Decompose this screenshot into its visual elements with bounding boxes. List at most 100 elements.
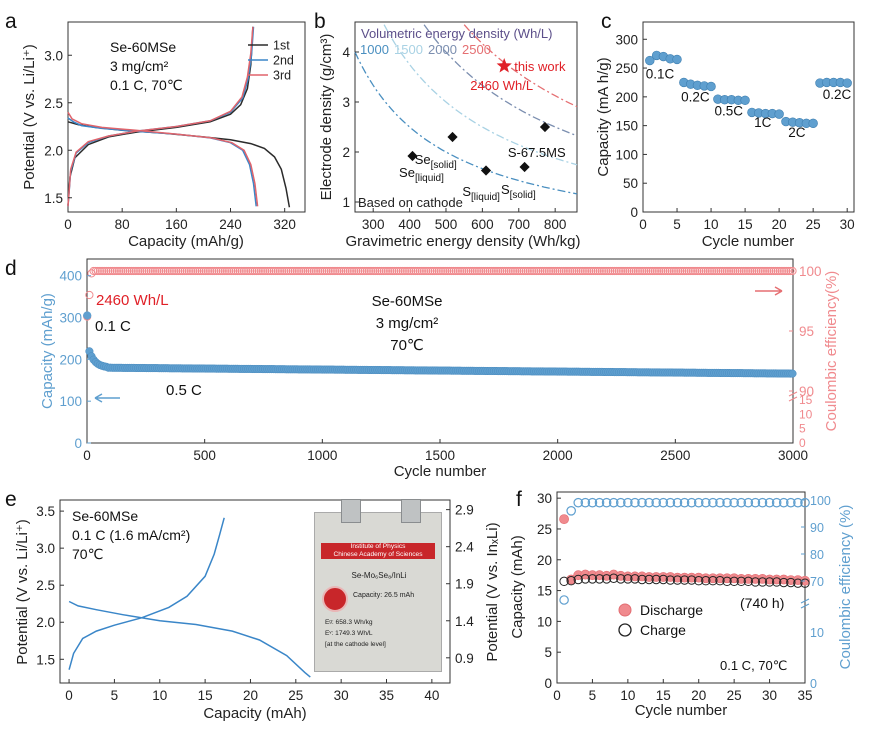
panel-d-ce-point-269 bbox=[652, 266, 662, 276]
panel-c-xtick-label-2: 10 bbox=[704, 217, 719, 232]
panel-f-xtick-label-3: 15 bbox=[656, 688, 671, 703]
panel-d-ce-point-127 bbox=[352, 266, 361, 276]
panel-f-charge-point-29 bbox=[764, 577, 775, 587]
panel-d-ce-point-29 bbox=[144, 266, 153, 276]
panel-d-ce-point-54 bbox=[197, 266, 206, 276]
panel-d-ce-point-287 bbox=[691, 266, 700, 276]
panel-b-xtick-label-5: 800 bbox=[544, 217, 567, 232]
panel-d-ce-point-108 bbox=[311, 266, 321, 276]
panel-d-ce-point-98 bbox=[290, 266, 299, 276]
panel-d-ce-point-212 bbox=[532, 266, 541, 276]
panel-d-ce-point-215 bbox=[538, 266, 547, 276]
panel-d-ce-point-274 bbox=[663, 266, 672, 276]
panel-d-ce-point-13 bbox=[110, 266, 119, 276]
panel-b-xtick-label-4: 700 bbox=[508, 217, 531, 232]
panel-d-ce-point-209 bbox=[525, 266, 535, 276]
panel-d-ce-point-128 bbox=[354, 266, 363, 276]
panel-f-charge-point-2 bbox=[573, 574, 583, 585]
panel-d-ce-point-33 bbox=[153, 266, 162, 276]
panel-d-ce-point-197 bbox=[500, 266, 509, 276]
panel-f-charge-point-23 bbox=[722, 576, 732, 587]
panel-c-rate-label-0: 0.1C bbox=[646, 66, 675, 81]
panel-f-charge-point-26 bbox=[743, 576, 754, 587]
panel-c-rate-label-2: 0.5C bbox=[714, 103, 743, 118]
panel-a-xtick-label-0: 0 bbox=[64, 217, 72, 232]
panel-d-ce-point-304 bbox=[727, 266, 736, 276]
panel-d-ce-point-217 bbox=[542, 266, 551, 276]
panel-f-xtick-label-1: 5 bbox=[589, 688, 597, 703]
panel-d-ce-point-222 bbox=[553, 266, 562, 276]
panel-d-ce-point-257 bbox=[627, 266, 636, 276]
panel-c-point-0 bbox=[645, 55, 655, 66]
photo-academy: Chinese Academy of Sciences bbox=[333, 551, 423, 558]
panel-b-iso-line-2500 bbox=[463, 24, 578, 108]
panel-e-xtick-label-7: 35 bbox=[379, 688, 394, 703]
panel-d-ce-point-229 bbox=[568, 266, 577, 276]
panel-e-charge-curve bbox=[68, 517, 225, 670]
panel-f-ce-point-7 bbox=[608, 497, 619, 508]
panel-d-ce-point-72 bbox=[235, 266, 244, 276]
panel-f-ce-point-31 bbox=[778, 497, 789, 508]
panel-f-xtick-label-4: 20 bbox=[691, 688, 706, 703]
panel-b-iso-label-2000: 2000 bbox=[428, 42, 457, 57]
panel-f-ytick-label-6: 30 bbox=[537, 491, 552, 506]
panel-d-ce-point-141 bbox=[381, 266, 390, 276]
panel-e-ytick-label-3: 3.0 bbox=[36, 541, 55, 556]
panel-d-ce-point-20 bbox=[125, 266, 134, 276]
panel-e-note-1: Se-60MSe bbox=[72, 508, 138, 524]
panel-f-ce-point-3 bbox=[580, 497, 591, 508]
panel-d-ce-point-263 bbox=[640, 266, 649, 276]
panel-f-charge-point-15 bbox=[665, 575, 676, 585]
panel-d-ce-point-309 bbox=[737, 266, 746, 276]
panel-d-loading: 3 mg/cm² bbox=[376, 315, 439, 332]
panel-d-ce-point-271 bbox=[657, 266, 666, 276]
panel-c-point-24 bbox=[808, 118, 818, 129]
panel-d-ce-point-122 bbox=[341, 266, 350, 276]
panel-d-ce-point-21 bbox=[127, 266, 136, 276]
panel-d-ce-point-95 bbox=[284, 266, 293, 276]
panel-d-ce-point-146 bbox=[392, 266, 401, 276]
panel-d-ce-point-70 bbox=[231, 266, 240, 276]
panel-d-ce-point-150 bbox=[400, 266, 409, 276]
panel-f-xtick-label-2: 10 bbox=[620, 688, 635, 703]
panel-b-ytick-label-2: 3 bbox=[342, 95, 350, 110]
panel-f-legend-discharge-marker bbox=[618, 603, 632, 617]
panel-d-ce-point-323 bbox=[767, 266, 776, 276]
panel-d-ce-point-218 bbox=[544, 266, 554, 276]
panel-f-charge-point-5 bbox=[594, 574, 605, 584]
panel-f-ce-point-33 bbox=[793, 497, 803, 508]
panel-f-xtick-label-7: 35 bbox=[797, 688, 812, 703]
panel-d-ce-point-3 bbox=[89, 266, 98, 276]
panel-c-xtick-label-5: 25 bbox=[806, 217, 821, 232]
panel-f-charge-point-21 bbox=[708, 576, 718, 586]
panel-f-ce-point-4 bbox=[587, 497, 598, 508]
panel-d-ce-point-9 bbox=[102, 266, 111, 276]
panel-d-xtick-label-6: 3000 bbox=[778, 448, 808, 463]
panel-d-ce-point-153 bbox=[407, 266, 416, 276]
panel-c-point-19 bbox=[774, 109, 784, 119]
panel-d-ce-point-131 bbox=[360, 266, 369, 276]
panel-d-ce-point-253 bbox=[619, 266, 628, 276]
panel-b-xtick-label-3: 600 bbox=[471, 217, 494, 232]
panel-d-ce-point-102 bbox=[299, 266, 308, 276]
panel-b-frame bbox=[354, 21, 578, 213]
panel-a-ylabel: Potential (V vs. Li/Li⁺) bbox=[21, 44, 38, 189]
panel-b-ytick-label-3: 4 bbox=[342, 45, 350, 60]
panel-c-point-4 bbox=[672, 54, 682, 65]
panel-b-label: b bbox=[314, 10, 326, 33]
panel-b-point-label-sub-0: [liquid] bbox=[415, 173, 444, 184]
panel-d-ce-point-285 bbox=[686, 266, 696, 276]
panel-e-y2tick-label-1: 1.4 bbox=[455, 614, 474, 629]
panel-d-ce-point-232 bbox=[574, 266, 583, 276]
panel-d-ce-point-105 bbox=[305, 266, 314, 276]
panel-d-ce-point-53 bbox=[195, 266, 204, 276]
panel-d-ce-point-239 bbox=[589, 266, 598, 276]
panel-d-ce-point-235 bbox=[580, 266, 590, 276]
panel-d-ce-point-37 bbox=[161, 266, 170, 276]
panel-d-ce-point-42 bbox=[172, 266, 181, 276]
panel-d-ce-point-140 bbox=[379, 266, 388, 276]
panel-d-ce-point-201 bbox=[508, 266, 518, 276]
panel-d-ce-point-240 bbox=[591, 266, 600, 276]
cell-tab-left bbox=[341, 499, 361, 523]
panel-e-xlabel: Capacity (mAh) bbox=[203, 705, 306, 722]
